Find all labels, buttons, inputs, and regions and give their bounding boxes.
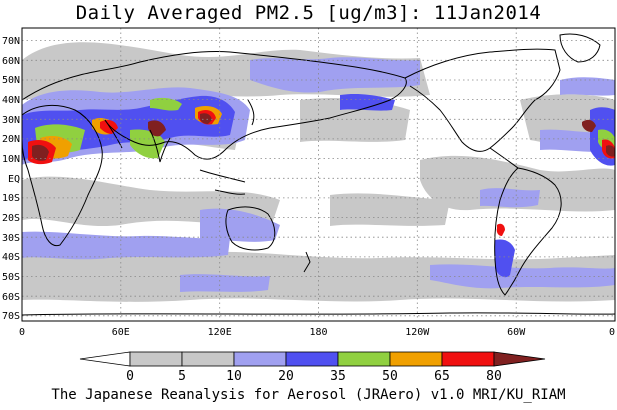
- antarctica-coast: [22, 312, 615, 316]
- lon-label: 0: [609, 327, 615, 338]
- north-america-coast: [404, 48, 561, 152]
- lon-label: 60W: [507, 327, 526, 338]
- latitude-labels: 70N 60N 50N 40N 30N 20N 10N EQ 10S 20S 3…: [2, 36, 20, 322]
- lat-label: 30S: [2, 233, 20, 244]
- colorbar-upper-extension: [493, 351, 546, 367]
- colorbar: [79, 351, 546, 367]
- lat-label: 60N: [2, 56, 20, 67]
- colorbar-swatch: [337, 351, 391, 367]
- level-80-plus-areas: [32, 113, 615, 161]
- colorbar-swatch: [441, 351, 495, 367]
- lat-label: 40N: [2, 95, 20, 106]
- lat-label: 70S: [2, 311, 20, 322]
- australia-coast: [225, 206, 276, 251]
- colorbar-label: 65: [434, 369, 450, 384]
- lat-label: 30N: [2, 115, 20, 126]
- colorbar-label: 50: [382, 369, 398, 384]
- map-frame: [21, 27, 616, 322]
- japan-coast: [247, 99, 255, 126]
- colorbar-label: 35: [330, 369, 346, 384]
- south-america-coast: [494, 167, 562, 296]
- colorbar-label: 0: [126, 369, 134, 384]
- lat-label: 20N: [2, 134, 20, 145]
- longitude-labels: 0 60E 120E 180 120W 60W 0: [19, 327, 615, 338]
- lat-label: 50N: [2, 75, 20, 86]
- lat-label: 20S: [2, 213, 20, 224]
- africa-coast: [22, 104, 103, 247]
- lon-label: 180: [309, 327, 327, 338]
- lat-label: 10N: [2, 154, 20, 165]
- colorbar-swatch: [389, 351, 443, 367]
- colorbar-label: 20: [278, 369, 294, 384]
- colorbar-swatch: [129, 351, 183, 367]
- colorbar-swatch: [285, 351, 339, 367]
- colorbar-labels: 0 5 10 20 35 50 65 80: [126, 369, 502, 384]
- colorbar-swatch: [181, 351, 235, 367]
- indonesia-coast: [199, 169, 246, 195]
- greenland-coast: [559, 33, 601, 63]
- colorbar-swatch: [233, 351, 287, 367]
- colorbar-label: 80: [486, 369, 502, 384]
- lat-label: 10S: [2, 193, 20, 204]
- lat-label: 50S: [2, 272, 20, 283]
- gridlines: [22, 28, 615, 321]
- lon-label: 120E: [208, 327, 232, 338]
- map-title: Daily Averaged PM2.5 [ug/m3]: 11Jan2014: [75, 2, 542, 24]
- footer-credit: The Japanese Reanalysis for Aerosol (JRA…: [51, 387, 566, 403]
- new-zealand-coast: [303, 251, 311, 273]
- pm25-field: [22, 33, 615, 316]
- colorbar-label: 10: [226, 369, 242, 384]
- lat-label: 60S: [2, 292, 20, 303]
- lat-label: 40S: [2, 252, 20, 263]
- lon-label: 60E: [112, 327, 130, 338]
- lat-label: 70N: [2, 36, 20, 47]
- colorbar-lower-extension: [79, 351, 131, 367]
- colorbar-label: 5: [178, 369, 186, 384]
- coastlines: [22, 33, 615, 316]
- eurasia-coast: [22, 51, 407, 160]
- lon-label: 0: [19, 327, 25, 338]
- lat-label: EQ: [8, 174, 20, 185]
- lon-label: 120W: [405, 327, 430, 338]
